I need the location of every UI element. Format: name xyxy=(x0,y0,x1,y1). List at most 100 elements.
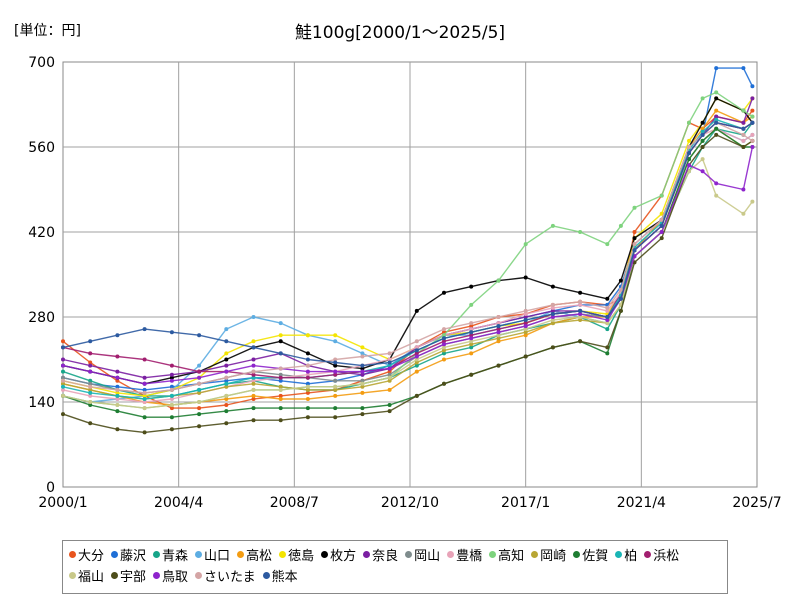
series-point-8 xyxy=(278,372,283,377)
series-point-15 xyxy=(305,384,310,389)
series-point-14 xyxy=(115,354,120,359)
series-point-10 xyxy=(687,120,691,125)
series-point-17 xyxy=(750,145,755,149)
series-point-19 xyxy=(387,360,392,365)
legend-item: 佐賀 xyxy=(573,544,608,565)
series-point-16 xyxy=(442,381,446,386)
series-point-4 xyxy=(387,387,392,392)
x-tick-label: 2008/7 xyxy=(270,495,319,511)
series-point-13 xyxy=(387,363,392,368)
series-point-9 xyxy=(578,302,583,307)
legend-label: 徳島 xyxy=(288,549,315,564)
series-point-3 xyxy=(360,351,365,356)
series-point-9 xyxy=(550,305,555,310)
series-point-16 xyxy=(605,345,610,350)
legend-label: 鳥取 xyxy=(162,570,189,585)
series-point-4 xyxy=(469,351,474,356)
series-point-16 xyxy=(278,418,283,423)
series-point-10 xyxy=(750,114,755,119)
series-point-11 xyxy=(333,387,338,392)
series-point-18 xyxy=(632,242,637,247)
legend-item: 熊本 xyxy=(262,565,298,586)
legend-marker xyxy=(489,551,497,558)
legend-label: 宇部 xyxy=(120,570,147,585)
legend-marker xyxy=(69,572,76,579)
legend-marker xyxy=(573,551,581,558)
series-point-2 xyxy=(469,345,474,350)
legend-item: 藤沢 xyxy=(111,544,146,565)
series-point-17 xyxy=(142,381,147,386)
series-point-11 xyxy=(387,378,392,383)
series-point-14 xyxy=(496,327,501,332)
series-point-17 xyxy=(387,366,392,371)
legend-label: 大分 xyxy=(78,549,105,564)
series-point-12 xyxy=(605,351,610,356)
series-point-2 xyxy=(414,363,419,368)
series-point-19 xyxy=(197,333,202,338)
legend-marker xyxy=(262,572,270,579)
series-point-17 xyxy=(714,181,719,186)
series-point-8 xyxy=(360,378,365,383)
series-point-9 xyxy=(251,378,256,383)
series-point-18 xyxy=(278,366,283,371)
series-point-16 xyxy=(61,412,65,417)
series-point-4 xyxy=(523,333,528,338)
series-point-15 xyxy=(605,321,610,326)
legend-item: 青森 xyxy=(153,544,188,565)
series-point-6 xyxy=(442,290,446,295)
series-point-10 xyxy=(442,333,446,338)
legend-marker xyxy=(195,551,203,558)
series-point-9 xyxy=(741,138,746,143)
series-point-13 xyxy=(88,390,93,395)
series-point-15 xyxy=(387,375,392,380)
series-point-4 xyxy=(251,393,256,398)
series-point-17 xyxy=(251,363,256,368)
legend-label: 福山 xyxy=(78,570,105,585)
series-point-11 xyxy=(578,318,583,322)
series-point-17 xyxy=(360,369,365,374)
series-point-19 xyxy=(251,345,256,350)
series-point-8 xyxy=(387,372,392,377)
series-point-18 xyxy=(251,369,256,374)
x-tick-label: 2021/4 xyxy=(617,495,666,511)
series-point-0 xyxy=(251,397,256,401)
series-point-9 xyxy=(169,397,174,401)
series-point-10 xyxy=(523,242,528,247)
series-point-6 xyxy=(169,375,174,380)
series-point-19 xyxy=(61,345,65,350)
series-point-6 xyxy=(333,363,338,368)
series-point-11 xyxy=(197,390,202,395)
series-point-16 xyxy=(618,308,623,313)
series-point-19 xyxy=(169,330,174,335)
series-point-10 xyxy=(714,90,719,95)
series-point-15 xyxy=(197,400,202,404)
series-point-13 xyxy=(61,384,65,389)
series-point-11 xyxy=(523,330,528,335)
x-tick-label: 2017/1 xyxy=(501,495,550,511)
series-point-13 xyxy=(169,393,174,398)
legend-label: 高松 xyxy=(246,549,273,564)
series-point-10 xyxy=(605,242,610,247)
series-point-18 xyxy=(115,387,120,392)
series-point-19 xyxy=(605,315,610,319)
series-point-5 xyxy=(251,339,256,344)
series-point-16 xyxy=(88,421,93,426)
legend-item: 山口 xyxy=(195,544,230,565)
legend-item: 福山 xyxy=(69,565,104,586)
y-tick-label: 700 xyxy=(28,55,55,71)
series-point-18 xyxy=(333,357,338,362)
series-point-6 xyxy=(360,366,365,371)
legend-item: 岡山 xyxy=(405,544,440,565)
series-point-2 xyxy=(88,378,93,383)
series-point-18 xyxy=(387,351,392,356)
series-point-16 xyxy=(224,421,229,426)
series-point-12 xyxy=(360,406,365,411)
series-point-17 xyxy=(659,230,664,234)
legend-label: 岡崎 xyxy=(540,549,567,564)
series-point-15 xyxy=(360,381,365,386)
series-point-14 xyxy=(333,372,338,377)
y-tick-label: 420 xyxy=(28,225,55,241)
series-point-19 xyxy=(142,327,147,332)
series-point-13 xyxy=(700,129,705,134)
y-tick-label: 280 xyxy=(28,310,55,326)
